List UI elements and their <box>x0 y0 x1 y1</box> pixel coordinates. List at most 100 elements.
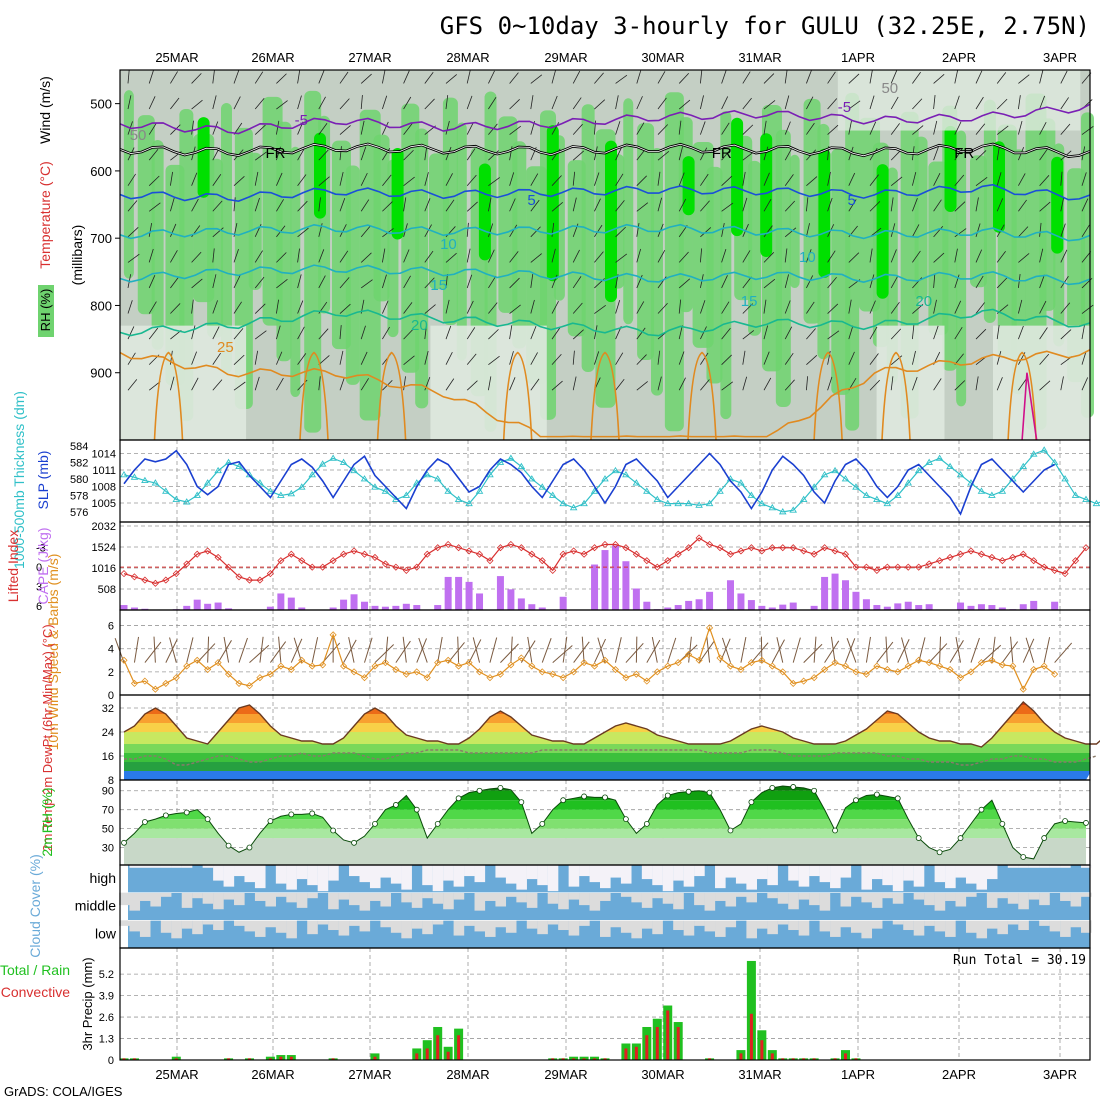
wind-barb <box>445 173 453 186</box>
rh-legend-swatch <box>38 285 54 337</box>
li-point <box>475 550 484 558</box>
cloud-cell <box>223 892 235 900</box>
cloud-cell <box>1007 920 1019 925</box>
li-point <box>747 544 755 552</box>
wind-barb-10m <box>918 637 926 663</box>
wind-barb <box>869 274 875 289</box>
wind-speed-point <box>444 656 452 664</box>
wind-barb-10m <box>196 643 216 663</box>
wind-barb <box>276 172 283 186</box>
cloud-cell <box>662 892 674 904</box>
wind-barb <box>509 304 521 314</box>
wind-barb <box>530 173 539 186</box>
wind-barb <box>996 72 1007 84</box>
li-point <box>496 544 505 552</box>
rh-bright-field <box>314 132 326 219</box>
rh-point <box>706 789 713 796</box>
wind-barb-10m <box>402 636 407 663</box>
wind-barb <box>212 352 221 365</box>
wind-barb <box>657 97 667 110</box>
thickness-point <box>402 491 411 498</box>
cloud-cell <box>631 892 642 903</box>
precip-convective-bar <box>844 1053 847 1060</box>
li-point <box>193 550 201 558</box>
wind-barb <box>975 249 983 263</box>
thickness-point <box>988 491 996 498</box>
wind-speed-point <box>883 665 891 674</box>
wind-barb <box>636 354 647 365</box>
thickness-point <box>1040 446 1048 453</box>
wind-speed-point <box>214 659 222 667</box>
wind-barb-10m <box>625 642 644 663</box>
wind-barb <box>530 378 540 391</box>
cape-bar <box>214 602 222 610</box>
wind-barb <box>763 120 767 135</box>
contour-label: -5 <box>838 99 851 116</box>
wind-barb <box>148 122 157 135</box>
li-point <box>120 570 128 578</box>
cloud-cell <box>1028 892 1040 900</box>
cloud-cell <box>1049 865 1061 868</box>
y-tick-label: 900 <box>90 366 112 381</box>
slp-tick-label: 1005 <box>92 498 116 510</box>
wind-barb <box>975 70 983 84</box>
wind-barb <box>424 146 428 161</box>
wind-barb <box>191 325 196 340</box>
warm-contour <box>1007 351 1037 441</box>
precip-convective-bar <box>655 1026 659 1060</box>
cape-bar <box>381 606 389 610</box>
wind-speed-point <box>496 670 505 678</box>
cloud-cell <box>965 892 977 897</box>
precip-convective-bar <box>749 1013 753 1060</box>
rh-point <box>183 809 190 816</box>
wind-barb <box>1060 302 1071 314</box>
contour-label: 20 <box>915 293 932 310</box>
cloud-cell <box>704 892 716 911</box>
li-point <box>737 547 745 555</box>
rh-field <box>220 102 232 374</box>
wind-barb-10m <box>144 641 162 663</box>
cloud-cell <box>202 920 214 925</box>
cloud-cell <box>1060 892 1071 901</box>
wind-barb <box>445 299 450 314</box>
wind-tick-label: 0 <box>108 690 114 702</box>
wind-barb-10m <box>981 644 1002 663</box>
wind-barb <box>827 197 833 212</box>
li-point <box>695 534 703 542</box>
wind-barb <box>615 200 625 212</box>
cloud-cell <box>840 920 852 928</box>
cape-bar <box>538 607 546 610</box>
cape-bar <box>120 605 128 610</box>
rh-point <box>790 784 797 790</box>
rh-field <box>456 122 467 361</box>
rh-field <box>373 134 390 302</box>
wind-barb <box>254 197 260 212</box>
thickness-point <box>862 491 871 498</box>
cloud-cell <box>1081 892 1092 897</box>
thickness-point <box>172 495 181 502</box>
precip-convective-bar <box>802 1058 806 1060</box>
wind-barb-10m <box>845 638 856 663</box>
wind-barb-10m <box>1054 642 1073 663</box>
thickness-tick-label: 584 <box>70 441 88 453</box>
wind-speed-point <box>1040 662 1048 670</box>
cloud-cell <box>202 892 214 904</box>
wind-barb <box>1039 327 1048 340</box>
wind-barb <box>233 70 240 84</box>
wind-barb <box>1039 175 1050 186</box>
wind-barb <box>148 175 160 186</box>
cloud-cell <box>495 865 507 878</box>
wind-barb <box>509 351 514 365</box>
wind-barb <box>1081 251 1092 263</box>
cloud-cell <box>945 865 956 889</box>
cloud-cell <box>495 892 507 907</box>
cloud-cell <box>296 865 308 880</box>
wind-barb <box>806 70 812 84</box>
cloud-cell <box>620 920 632 933</box>
wind-speed-point <box>988 656 996 664</box>
side-label-convective: Convective <box>1 984 70 1000</box>
wind-barb <box>806 122 815 135</box>
cape-bar <box>695 599 703 610</box>
wind-barb <box>615 147 622 161</box>
cape-bar <box>287 597 295 610</box>
